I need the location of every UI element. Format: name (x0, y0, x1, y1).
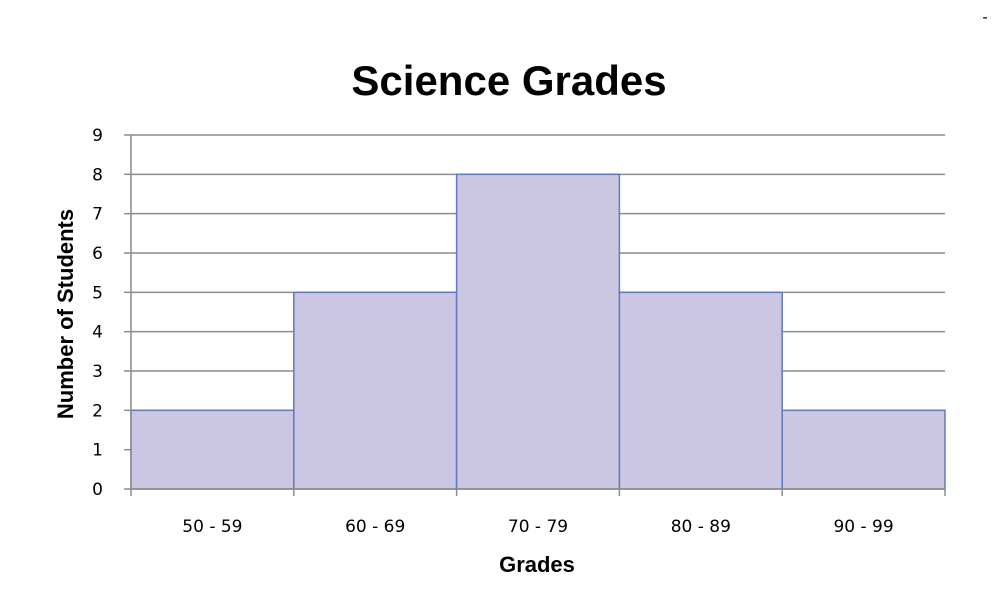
bar (455, 173, 621, 490)
y-tick-labels: 0 1 2 3 4 5 6 7 8 9 (92, 126, 103, 500)
x-axis-label: Grades (499, 552, 575, 577)
bar (618, 291, 783, 490)
y-tick-label: 0 (92, 480, 103, 500)
y-tick-label: 8 (92, 165, 103, 185)
axes (124, 134, 946, 496)
y-tick-label: 4 (92, 323, 103, 343)
x-tick-label: 90 - 99 (833, 517, 893, 537)
y-tick-label: 6 (92, 244, 103, 264)
y-tick-label: 5 (92, 283, 103, 303)
y-tick-label: 7 (92, 205, 103, 225)
bar (781, 409, 946, 490)
y-axis-label: Number of Students (53, 209, 78, 419)
bars (130, 173, 946, 490)
y-tick-label: 2 (92, 401, 103, 421)
x-tick-labels: 50 - 59 60 - 69 70 - 79 80 - 89 90 - 99 (182, 517, 893, 537)
y-tick-label: 3 (92, 362, 103, 382)
y-tick-label: 1 (92, 441, 103, 461)
y-tick-label: 9 (92, 126, 103, 146)
x-tick-label: 80 - 89 (671, 517, 731, 537)
bar (293, 291, 458, 490)
chart-title: Science Grades (351, 57, 666, 104)
bar (130, 409, 295, 490)
x-tick-label: 50 - 59 (182, 517, 242, 537)
x-tick-label: 70 - 79 (508, 517, 568, 537)
x-tick-label: 60 - 69 (345, 517, 405, 537)
corner-mark: - (982, 9, 987, 26)
